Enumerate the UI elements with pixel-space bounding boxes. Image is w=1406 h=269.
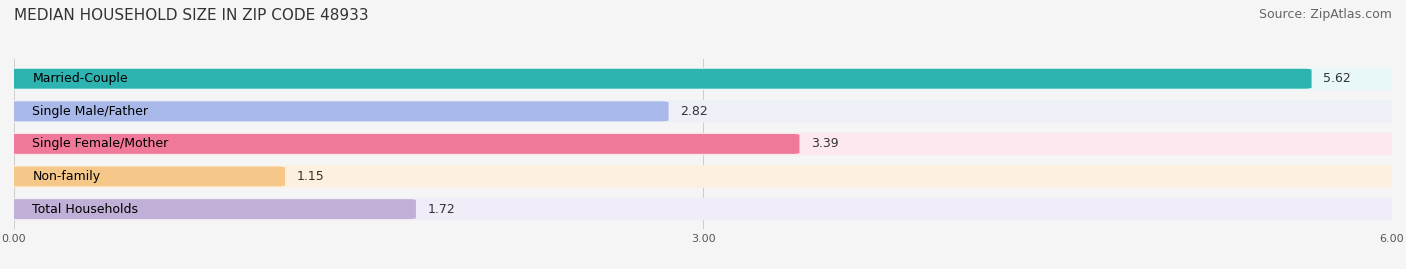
FancyBboxPatch shape [10,133,1396,155]
Text: Married-Couple: Married-Couple [32,72,128,85]
Text: 3.39: 3.39 [811,137,838,150]
Text: Total Households: Total Households [32,203,138,215]
FancyBboxPatch shape [7,69,1312,89]
Text: Non-family: Non-family [32,170,101,183]
FancyBboxPatch shape [10,68,1396,90]
Text: 5.62: 5.62 [1323,72,1351,85]
Text: 1.72: 1.72 [427,203,456,215]
Text: 2.82: 2.82 [681,105,707,118]
FancyBboxPatch shape [7,199,416,219]
FancyBboxPatch shape [10,165,1396,188]
Text: 1.15: 1.15 [297,170,325,183]
FancyBboxPatch shape [7,101,669,121]
Text: Source: ZipAtlas.com: Source: ZipAtlas.com [1258,8,1392,21]
FancyBboxPatch shape [7,167,285,186]
FancyBboxPatch shape [7,134,800,154]
Text: Single Male/Father: Single Male/Father [32,105,149,118]
FancyBboxPatch shape [10,100,1396,123]
Text: MEDIAN HOUSEHOLD SIZE IN ZIP CODE 48933: MEDIAN HOUSEHOLD SIZE IN ZIP CODE 48933 [14,8,368,23]
FancyBboxPatch shape [10,198,1396,220]
Text: Single Female/Mother: Single Female/Mother [32,137,169,150]
